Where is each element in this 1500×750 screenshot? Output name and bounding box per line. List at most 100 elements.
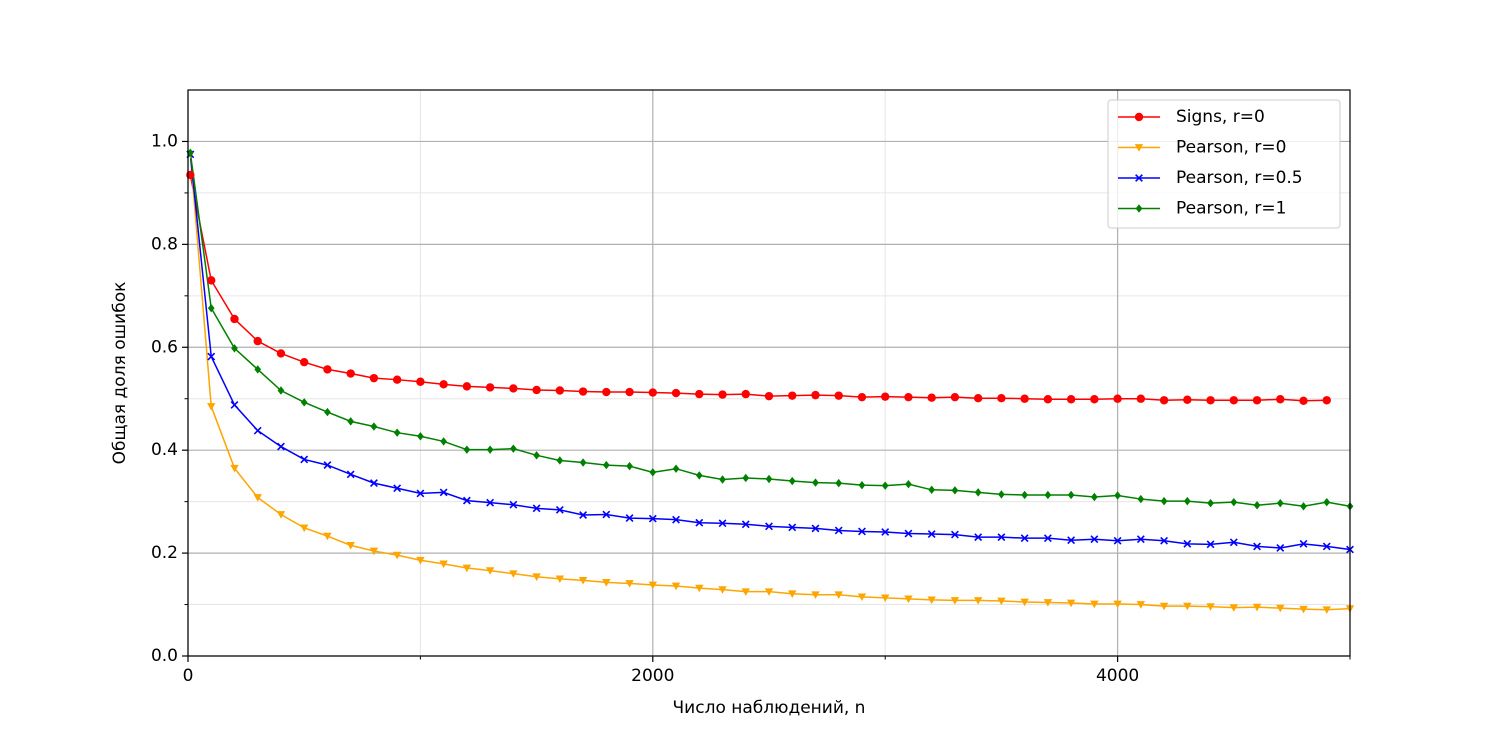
y-tick-label: 0.0 [151, 646, 178, 666]
plot-frame [187, 89, 1351, 657]
marker [695, 518, 704, 527]
marker [1229, 396, 1239, 405]
marker [186, 148, 194, 157]
marker [1276, 544, 1285, 552]
marker [974, 533, 983, 542]
marker [602, 460, 610, 470]
marker [672, 515, 680, 524]
marker [509, 570, 518, 578]
marker [1252, 396, 1262, 405]
marker [1091, 492, 1098, 502]
marker [555, 505, 564, 514]
x-axis-label: Число наблюдений, n [673, 698, 866, 718]
marker [1207, 498, 1214, 508]
marker [462, 564, 472, 573]
marker [927, 530, 936, 538]
marker [532, 504, 541, 513]
marker [416, 556, 425, 565]
marker [462, 496, 471, 505]
marker [858, 527, 866, 536]
marker [671, 582, 681, 591]
marker [625, 387, 634, 397]
marker [788, 476, 796, 486]
marker [1136, 601, 1146, 609]
marker [811, 591, 820, 599]
marker [347, 417, 355, 426]
marker [997, 533, 1006, 542]
marker [741, 520, 750, 529]
marker [1252, 603, 1262, 612]
marker [485, 567, 495, 575]
marker [625, 580, 634, 588]
marker [1276, 604, 1285, 613]
marker [927, 596, 936, 605]
marker [904, 392, 913, 402]
marker [1276, 395, 1285, 404]
marker [1322, 396, 1331, 405]
marker [346, 470, 355, 479]
marker [1323, 497, 1331, 507]
marker [881, 594, 890, 603]
y-tick-label: 0.8 [151, 234, 178, 254]
marker [323, 461, 332, 470]
y-axis-label: Общая доля ошибок [110, 282, 130, 465]
marker [1020, 598, 1029, 607]
marker [230, 314, 239, 324]
marker [253, 494, 262, 502]
marker [253, 426, 262, 435]
marker [1299, 539, 1308, 548]
marker [1114, 491, 1121, 500]
marker [1322, 606, 1331, 614]
marker [579, 511, 588, 519]
marker [974, 488, 982, 497]
legend-label: Pearson, r=0.5 [1176, 168, 1303, 188]
marker [510, 444, 517, 453]
marker [1160, 496, 1168, 506]
marker [207, 403, 216, 411]
marker [509, 384, 518, 393]
marker [1229, 604, 1238, 612]
marker [369, 479, 378, 488]
marker [718, 586, 727, 594]
marker [835, 478, 843, 488]
marker [323, 532, 332, 541]
marker [834, 591, 843, 599]
marker [369, 547, 379, 556]
marker [439, 380, 448, 389]
marker [485, 383, 495, 392]
marker [671, 388, 681, 398]
marker [300, 357, 309, 367]
marker [602, 387, 611, 397]
legend-label: Pearson, r=0 [1176, 138, 1286, 158]
y-tick-label: 0.2 [151, 543, 178, 563]
marker [1136, 394, 1146, 403]
marker [951, 486, 959, 495]
marker [416, 377, 425, 386]
marker [741, 588, 750, 596]
legend-label: Signs, r=0 [1176, 107, 1265, 127]
marker [1183, 395, 1192, 404]
marker [254, 365, 262, 374]
marker [1253, 542, 1261, 551]
marker [324, 407, 331, 417]
marker [556, 456, 564, 465]
marker [602, 579, 611, 587]
marker [555, 386, 565, 395]
marker [719, 475, 726, 484]
marker [649, 468, 657, 477]
legend-box [1107, 99, 1341, 229]
marker [1020, 534, 1029, 543]
marker [764, 588, 774, 596]
marker [555, 575, 565, 584]
marker [463, 445, 471, 454]
marker [1136, 535, 1145, 544]
marker [741, 389, 750, 399]
marker [300, 455, 309, 464]
marker [950, 597, 960, 605]
marker [486, 498, 495, 507]
marker [1043, 534, 1052, 543]
marker [1137, 494, 1145, 504]
marker [1206, 603, 1215, 611]
marker [904, 595, 913, 604]
